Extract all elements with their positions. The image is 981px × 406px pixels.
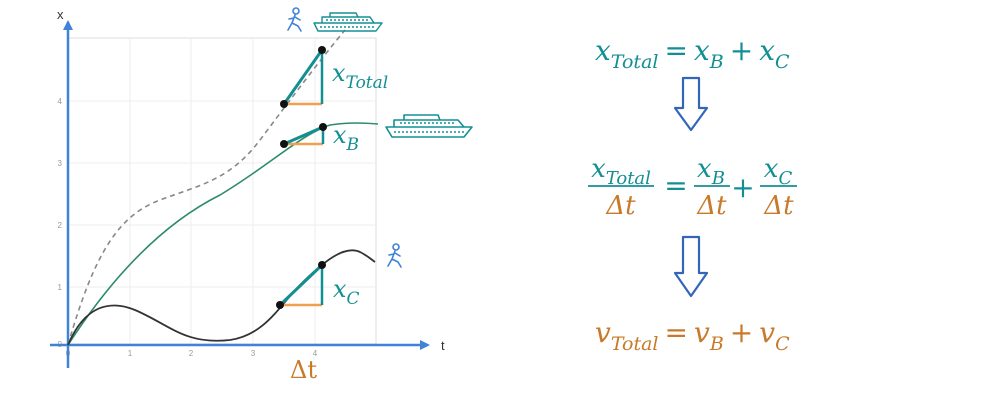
ship-curve [67, 122, 379, 346]
graph: 0 1 2 3 4 0 1 2 3 4 x t xTotal [50, 7, 473, 384]
runner-icon [387, 243, 402, 268]
equation-velocity-sum: vTotal = vB + vC [595, 316, 790, 355]
fraction-b: xB Δt [694, 154, 730, 221]
x-tick-label: 1 [128, 349, 133, 358]
y-axis-label: x [57, 7, 64, 22]
equals-sign: = [664, 169, 687, 202]
runner-curve [67, 249, 376, 346]
runner-triangle [276, 261, 326, 309]
y-tick-label: 4 [58, 97, 63, 106]
ship-icon [313, 12, 383, 32]
svg-text:Δt: Δt [763, 191, 794, 221]
grid [68, 38, 376, 344]
x-tick-label: 2 [189, 349, 194, 358]
equation-position-sum: xTotal = xB + xC [595, 34, 790, 73]
svg-text:Δt: Δt [696, 191, 727, 221]
b-label: xB [333, 121, 359, 155]
x-tick-label: 3 [251, 349, 256, 358]
y-tick-label: 2 [58, 221, 63, 230]
ship-icon [385, 114, 473, 138]
fraction-c: xC Δt [760, 154, 797, 221]
y-tick-label: 3 [58, 159, 63, 168]
x-tick-label: 4 [313, 349, 318, 358]
equation-rate-sum: xTotal Δt = xB Δt + xC Δt [588, 154, 797, 221]
total-triangle [280, 46, 326, 108]
total-curve [67, 29, 346, 346]
svg-text:xB: xB [697, 154, 725, 189]
ship-triangle [280, 123, 327, 148]
y-tick-label: 1 [58, 283, 63, 292]
equations: xTotal = xB + xC xTotal Δt = xB Δt + xC Δt [588, 34, 797, 355]
c-label: xC [333, 275, 360, 309]
svg-text:xC: xC [764, 154, 793, 189]
runner-icon [287, 7, 302, 32]
plot-area [67, 37, 377, 345]
x-tick-labels: 0 1 2 3 4 [66, 349, 318, 358]
plus-sign: + [731, 171, 754, 204]
svg-text:xTotal: xTotal [591, 154, 651, 189]
x-axis-label: t [441, 338, 445, 353]
delta-t-label: Δt [290, 356, 317, 384]
y-tick-labels: 0 1 2 3 4 [58, 97, 63, 349]
down-arrow-icon [673, 235, 709, 298]
total-label: xTotal [332, 59, 388, 93]
svg-text:Δt: Δt [605, 191, 636, 221]
fraction-total: xTotal Δt [588, 154, 654, 221]
down-arrow-icon [673, 76, 709, 132]
